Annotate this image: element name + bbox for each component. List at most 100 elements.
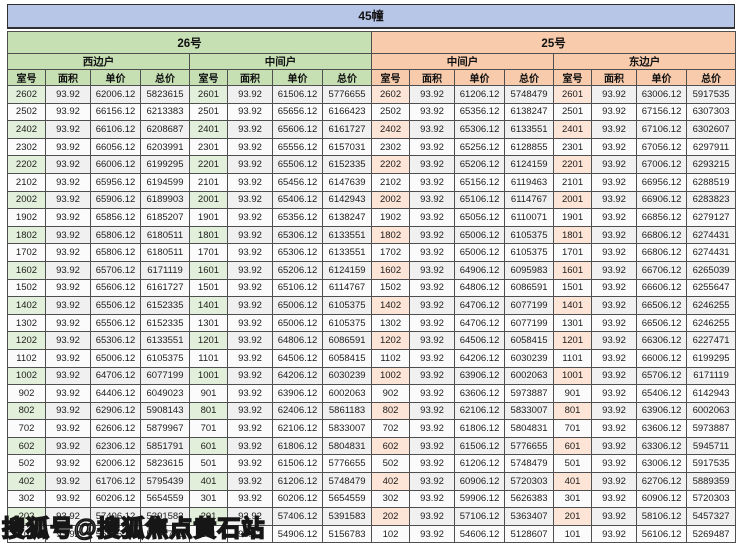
area-cell: 93.92: [409, 366, 456, 386]
unit-price-cell: 65956.12: [90, 172, 141, 192]
unit-price-cell: 65006.12: [272, 313, 323, 333]
unit-price-cell: 65306.12: [90, 331, 141, 350]
area-cell: 93.92: [227, 137, 273, 157]
total-price-cell: 6185207: [140, 208, 190, 227]
room-cell: 1001: [189, 366, 228, 386]
unit-price-cell: 65306.12: [454, 120, 506, 139]
total-price-cell: 6124159: [504, 155, 555, 174]
area-cell: 93.92: [227, 243, 273, 262]
total-price-cell: 5917535: [686, 85, 737, 104]
unit-price-cell: 62906.12: [90, 401, 141, 421]
unit-price-cell: 66106.12: [90, 120, 141, 139]
total-price-cell: 5795439: [140, 472, 190, 491]
table-row: 2102 93.92 65956.12 6194599 2101 93.92 65456.1…: [7, 172, 737, 192]
unit-price-cell: 64806.12: [454, 278, 506, 298]
room-cell: 2102: [7, 172, 46, 192]
room-cell: 2501: [553, 102, 593, 122]
area-cell: 93.92: [227, 401, 273, 421]
total-price-cell: 6293215: [686, 155, 737, 174]
unit-price-cell: 62706.12: [636, 472, 688, 491]
total-price-cell: 5823615: [140, 454, 190, 474]
area-cell: 93.92: [45, 208, 91, 227]
area-cell: 93.92: [227, 313, 273, 333]
unit-price-cell: 66306.12: [636, 331, 688, 350]
unit-price-cell: 64206.12: [454, 348, 506, 368]
room-cell: 1801: [189, 225, 228, 245]
total-price-cell: 6227471: [686, 331, 737, 350]
area-cell: 93.92: [227, 225, 273, 245]
area-cell: 93.92: [45, 384, 91, 403]
area-cell: 93.92: [45, 401, 91, 421]
unit-price-cell: 62106.12: [272, 419, 323, 438]
col-header-area: 面积: [591, 69, 638, 86]
unit-price-cell: 65806.12: [90, 243, 141, 262]
table-row: 1602 93.92 65706.12 6171119 1601 93.92 65206.1…: [7, 260, 737, 280]
unit-price-cell: 65406.12: [272, 190, 323, 210]
area-cell: 93.92: [591, 296, 638, 315]
unit-price-cell: 65156.12: [454, 172, 506, 192]
room-cell: 2002: [7, 190, 46, 210]
table-row: 702 93.92 62606.12 5879967 701 93.92 62106.12 5…: [7, 419, 737, 438]
table-row: 502 93.92 62006.12 5823615 501 93.92 61506.12 5…: [7, 454, 737, 474]
total-price-cell: 6307303: [686, 102, 737, 122]
unit-price-cell: 62106.12: [454, 401, 506, 421]
total-price-cell: 6133551: [140, 331, 190, 350]
unit-price-cell: 62306.12: [90, 436, 141, 456]
watermark: 搜狐号@搜狐焦点黄石站: [1, 514, 266, 542]
area-cell: 93.92: [227, 208, 273, 227]
subgroup-header-west: 西边户: [7, 53, 190, 70]
total-price-cell: 6142943: [321, 190, 373, 210]
room-cell: 1602: [7, 260, 46, 280]
room-cell: 602: [7, 436, 46, 456]
total-price-cell: 5156783: [321, 524, 373, 544]
total-price-cell: 6077199: [504, 296, 555, 315]
room-cell: 1301: [553, 313, 593, 333]
room-cell: 902: [7, 384, 46, 403]
room-cell: 301: [553, 489, 593, 509]
area-cell: 93.92: [227, 489, 273, 509]
table-row: 1302 93.92 65506.12 6152335 1301 93.92 65006.1…: [7, 313, 737, 333]
total-price-cell: 6058415: [321, 348, 373, 368]
table-row: 1102 93.92 65006.12 6105375 1101 93.92 64506.1…: [7, 348, 737, 368]
total-price-cell: 6199295: [686, 348, 737, 368]
unit-price-cell: 54906.12: [272, 524, 323, 544]
room-cell: 802: [371, 401, 411, 421]
total-price-cell: 5720303: [504, 472, 555, 491]
room-cell: 401: [553, 472, 593, 491]
unit-price-cell: 65356.12: [454, 102, 506, 122]
room-cell: 901: [553, 384, 593, 403]
total-price-cell: 6105375: [504, 243, 555, 262]
room-cell: 501: [189, 454, 228, 474]
total-price-cell: 6105375: [504, 225, 555, 245]
total-price-cell: 6199295: [140, 155, 190, 174]
room-cell: 1401: [553, 296, 593, 315]
area-cell: 93.92: [591, 120, 638, 139]
room-cell: 2201: [553, 155, 593, 174]
room-cell: 301: [189, 489, 228, 509]
col-header-unit-price: 单价: [636, 69, 688, 86]
area-cell: 93.92: [227, 172, 273, 192]
room-cell: 2401: [189, 120, 228, 139]
room-cell: 1801: [553, 225, 593, 245]
total-price-cell: 5973887: [686, 419, 737, 438]
total-price-cell: 6138247: [504, 102, 555, 122]
room-cell: 2402: [371, 120, 411, 139]
area-cell: 93.92: [409, 190, 456, 210]
unit-price-cell: 66706.12: [636, 260, 688, 280]
unit-price-cell: 64506.12: [454, 331, 506, 350]
area-cell: 93.92: [591, 172, 638, 192]
unit-price-cell: 65006.12: [454, 225, 506, 245]
unit-price-cell: 62006.12: [90, 454, 141, 474]
room-cell: 601: [553, 436, 593, 456]
total-price-cell: 6246255: [686, 313, 737, 333]
total-price-cell: 6002063: [504, 366, 555, 386]
room-cell: 102: [371, 524, 411, 544]
area-cell: 93.92: [45, 454, 91, 474]
unit-price-cell: 66906.12: [636, 190, 688, 210]
unit-price-cell: 65106.12: [272, 278, 323, 298]
room-cell: 1602: [371, 260, 411, 280]
room-cell: 2101: [553, 172, 593, 192]
unit-price-cell: 65106.12: [454, 190, 506, 210]
total-price-cell: 6110071: [504, 208, 555, 227]
